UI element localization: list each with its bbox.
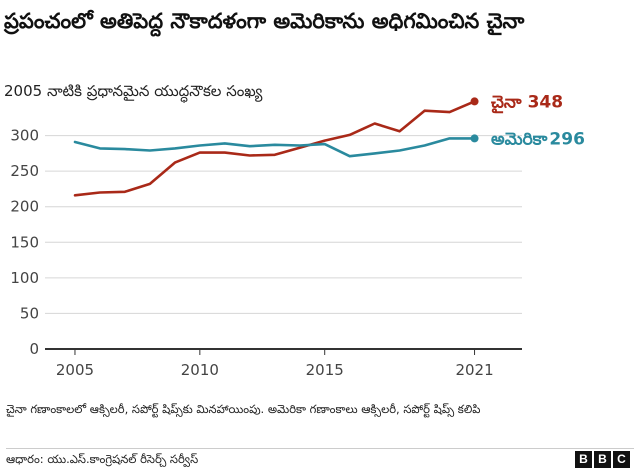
- y-tick-label: 250: [10, 162, 39, 180]
- grid-layer: 0 50 100 150 200 250 300: [10, 127, 522, 358]
- chart-subtitle: 2005 నాటికి ప్రధానమైన యుద్ధనౌకల సంఖ్య: [4, 82, 263, 100]
- source-note: ఆధారం: యు.ఎస్.కాంగ్రెషనల్ రీసెర్చ్ సర్వీ…: [6, 452, 199, 466]
- series-line: [73, 137, 476, 158]
- series-layer: [73, 97, 479, 197]
- y-tick-label: 300: [10, 127, 39, 145]
- y-tick-label: 0: [29, 340, 39, 358]
- x-tick-label: 2010: [181, 361, 219, 379]
- x-tick-label: 2015: [306, 361, 344, 379]
- series-end-value: 348: [528, 92, 564, 112]
- series-name: చైనా: [491, 92, 522, 113]
- series-line: [73, 100, 476, 197]
- series-end-value: 296: [549, 129, 585, 149]
- line-chart: 0 50 100 150 200 250 300 2005 2010 2015 2021 చైనా…: [10, 92, 585, 379]
- series-end-point: [470, 134, 479, 143]
- bbc-logo-letter: B: [594, 451, 611, 468]
- bbc-logo: B B C: [575, 451, 630, 468]
- series-label: అమెరికా 296: [491, 129, 585, 149]
- chart-title: ప్రపంచంలో అతిపెద్ద నౌకాదళంగా అమెరికాను అ…: [4, 9, 525, 33]
- y-tick-label: 50: [20, 304, 39, 322]
- bbc-logo-letter: C: [613, 451, 630, 468]
- x-tick-label: 2005: [56, 361, 94, 379]
- bbc-logo-letter: B: [575, 451, 592, 468]
- x-axis: 2005 2010 2015 2021: [56, 349, 494, 379]
- y-tick-label: 100: [10, 269, 39, 287]
- y-tick-label: 150: [10, 233, 39, 251]
- y-tick-label: 200: [10, 198, 39, 216]
- series-end-point: [470, 97, 479, 106]
- footer-divider: [6, 448, 634, 449]
- series-labels: చైనా 348 అమెరికా 296: [491, 92, 585, 149]
- series-label: చైనా 348: [491, 92, 563, 113]
- footnote: చైనా గణాంకాలలో ఆక్సిలరీ, సపోర్ట్ షిప్స్‌…: [6, 402, 481, 416]
- x-tick-label: 2021: [455, 361, 493, 379]
- series-name: అమెరికా: [491, 129, 548, 149]
